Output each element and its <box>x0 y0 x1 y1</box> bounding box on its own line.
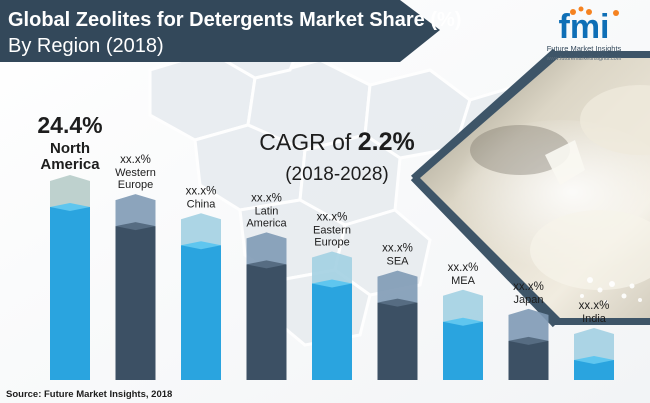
bar-group: xx.x%Japan <box>508 281 549 380</box>
category-label: America <box>246 217 287 229</box>
category-label: America <box>40 156 100 173</box>
data-label: xx.x% <box>120 154 151 166</box>
bar-cap <box>181 213 221 246</box>
bar-top-face <box>246 260 287 269</box>
bar-group: xx.x%China <box>181 185 221 380</box>
chart-title-line1: Global Zeolites for Detergents Market Sh… <box>8 9 461 31</box>
header-banner: Global Zeolites for Detergents Market Sh… <box>0 0 461 62</box>
bar-cap <box>115 194 156 227</box>
logo-dot-icon <box>578 6 584 12</box>
category-label: Japan <box>514 294 544 306</box>
bar-top-face <box>377 298 418 307</box>
data-label: xx.x% <box>448 262 479 274</box>
bar <box>312 283 352 380</box>
category-label: SEA <box>386 256 409 268</box>
zeolite-powder-photo <box>410 48 650 328</box>
bar-top-face <box>50 203 90 211</box>
bar <box>443 321 483 380</box>
data-label: 24.4% <box>37 112 102 138</box>
source-note: Source: Future Market Insights, 2018 <box>6 389 172 400</box>
category-label: Europe <box>118 179 153 191</box>
bar <box>181 245 221 380</box>
bar-cap <box>246 232 287 265</box>
logo-letters: fmi <box>559 8 610 46</box>
bar <box>246 264 287 380</box>
bar-group: xx.x%MEA <box>443 262 483 380</box>
cagr-value: 2.2% <box>358 128 415 156</box>
category-label: India <box>582 313 607 325</box>
bar-top-face <box>574 356 614 364</box>
bar-top-face <box>115 222 156 231</box>
bar <box>50 207 90 380</box>
category-label: Latin <box>255 205 279 217</box>
data-label: xx.x% <box>317 212 348 224</box>
bar <box>377 302 418 380</box>
bar-top-face <box>443 317 483 326</box>
data-label: xx.x% <box>579 300 610 312</box>
bar-cap <box>443 289 483 322</box>
data-label: xx.x% <box>251 192 282 204</box>
bar <box>574 360 614 380</box>
bar-top-face <box>181 241 221 250</box>
category-label: Western <box>115 167 156 179</box>
bar-cap <box>508 308 549 341</box>
data-label: xx.x% <box>186 185 217 197</box>
bar-cap <box>50 175 90 207</box>
bar-cap <box>574 328 614 360</box>
bar-group: xx.x%SEA <box>377 243 418 380</box>
cagr-period: (2018-2028) <box>285 164 389 185</box>
bar-group: xx.x%India <box>574 300 614 380</box>
category-label: Europe <box>314 237 349 249</box>
bar-top-face <box>312 279 352 288</box>
bar-top-face <box>508 336 549 345</box>
logo-dot-icon <box>570 9 576 15</box>
category-label: North <box>50 140 90 157</box>
chart-title-line2: By Region (2018) <box>8 35 164 57</box>
logo-name: Future Market Insights <box>547 44 622 53</box>
cagr-callout: CAGR of 2.2% (2018-2028) <box>259 128 414 185</box>
bar <box>508 340 549 380</box>
bar-cap <box>312 251 352 284</box>
category-label: China <box>187 198 217 210</box>
cagr-prefix: CAGR of <box>259 129 357 155</box>
logo-dot-icon <box>613 10 619 16</box>
logo-url: www.futuremarketinsights.com <box>546 56 622 62</box>
logo-dot-icon <box>586 9 592 15</box>
data-label: xx.x% <box>382 243 413 255</box>
cagr-text: CAGR of 2.2% <box>259 128 414 156</box>
fmi-logo: fmi Future Market Insights www.futuremar… <box>546 6 622 62</box>
category-label: Eastern <box>313 225 351 237</box>
bar <box>115 226 156 380</box>
bar-cap <box>377 270 418 303</box>
data-label: xx.x% <box>513 281 544 293</box>
category-label: MEA <box>451 275 476 287</box>
